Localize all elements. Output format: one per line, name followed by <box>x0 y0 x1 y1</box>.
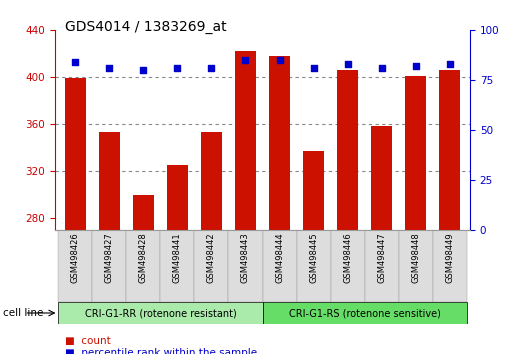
Bar <box>195 230 229 302</box>
Bar <box>59 302 263 324</box>
Text: GSM498441: GSM498441 <box>173 232 182 283</box>
Text: GSM498445: GSM498445 <box>309 232 318 283</box>
Bar <box>167 165 188 230</box>
Bar <box>99 132 120 230</box>
Bar <box>263 230 297 302</box>
Text: GSM498443: GSM498443 <box>241 232 250 283</box>
Text: GSM498449: GSM498449 <box>445 232 454 283</box>
Point <box>275 57 283 63</box>
Bar <box>331 230 365 302</box>
Point <box>412 63 420 69</box>
Bar <box>269 56 290 230</box>
Point <box>207 65 215 71</box>
Point <box>309 65 317 71</box>
Bar <box>371 126 392 230</box>
Bar <box>439 70 460 230</box>
Text: GSM498428: GSM498428 <box>139 232 148 283</box>
Text: GSM498427: GSM498427 <box>105 232 114 283</box>
Bar <box>127 230 161 302</box>
Point <box>139 67 147 73</box>
Bar <box>433 230 467 302</box>
Bar <box>201 132 222 230</box>
Point <box>241 57 249 63</box>
Point <box>344 61 352 67</box>
Text: GSM498444: GSM498444 <box>275 232 284 283</box>
Point <box>378 65 386 71</box>
Text: ■  percentile rank within the sample: ■ percentile rank within the sample <box>65 348 258 354</box>
Bar <box>399 230 433 302</box>
Text: CRI-G1-RS (rotenone sensitive): CRI-G1-RS (rotenone sensitive) <box>289 308 440 318</box>
Text: GSM498448: GSM498448 <box>411 232 420 283</box>
Bar <box>365 230 399 302</box>
Bar <box>161 230 195 302</box>
Bar <box>93 230 127 302</box>
Point <box>105 65 113 71</box>
Bar <box>133 195 154 230</box>
Point <box>173 65 181 71</box>
Text: GDS4014 / 1383269_at: GDS4014 / 1383269_at <box>65 20 227 34</box>
Point <box>446 61 454 67</box>
Bar <box>303 151 324 230</box>
Text: GSM498446: GSM498446 <box>343 232 352 283</box>
Bar <box>405 76 426 230</box>
Bar <box>263 302 467 324</box>
Text: GSM498447: GSM498447 <box>377 232 386 283</box>
Bar <box>235 51 256 230</box>
Bar <box>229 230 263 302</box>
Bar <box>65 78 86 230</box>
Text: CRI-G1-RR (rotenone resistant): CRI-G1-RR (rotenone resistant) <box>85 308 236 318</box>
Point <box>71 59 79 65</box>
Bar <box>297 230 331 302</box>
Bar <box>337 70 358 230</box>
Bar <box>59 230 93 302</box>
Text: GSM498426: GSM498426 <box>71 232 80 283</box>
Text: cell line: cell line <box>3 308 43 318</box>
Text: ■  count: ■ count <box>65 336 111 346</box>
Text: GSM498442: GSM498442 <box>207 232 216 283</box>
